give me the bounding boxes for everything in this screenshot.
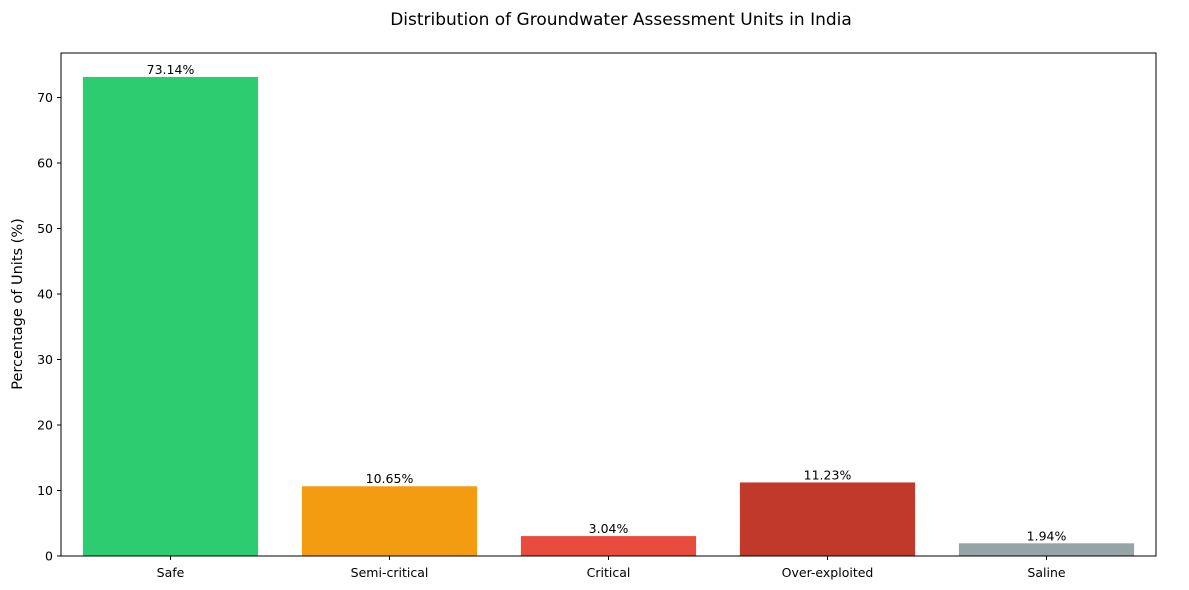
data-label-semi-critical: 10.65% xyxy=(366,471,414,486)
y-axis-ticks: 0 10 20 30 40 50 60 70 xyxy=(37,90,61,564)
y-tick-label: 30 xyxy=(37,352,53,367)
x-tick-label-semi-critical: Semi-critical xyxy=(351,565,429,580)
plot-frame xyxy=(60,52,1157,557)
x-tick-label-over-exploited: Over-exploited xyxy=(782,565,874,580)
x-tick-label-saline: Saline xyxy=(1027,565,1065,580)
bar-semi-critical xyxy=(301,486,478,556)
bar-over-exploited xyxy=(739,482,916,556)
chart-title: Distribution of Groundwater Assessment U… xyxy=(390,10,852,30)
y-tick-label: 40 xyxy=(37,287,53,302)
data-labels: 73.14% 10.65% 3.04% 11.23% 1.94% xyxy=(147,62,1067,543)
y-tick-label: 70 xyxy=(37,90,53,105)
bars xyxy=(82,76,1135,556)
data-label-critical: 3.04% xyxy=(589,521,629,536)
data-label-saline: 1.94% xyxy=(1027,528,1067,543)
bar-critical xyxy=(520,536,697,556)
bar-saline xyxy=(958,543,1135,556)
x-axis-ticks: Safe Semi-critical Critical Over-exploited S… xyxy=(157,556,1066,580)
data-label-safe: 73.14% xyxy=(147,62,195,77)
x-tick-label-critical: Critical xyxy=(587,565,631,580)
bar-safe xyxy=(82,76,259,556)
y-tick-label: 10 xyxy=(37,483,53,498)
y-tick-label: 50 xyxy=(37,221,53,236)
y-tick-label: 0 xyxy=(45,549,53,564)
y-tick-label: 60 xyxy=(37,156,53,171)
x-tick-label-safe: Safe xyxy=(157,565,185,580)
data-label-over-exploited: 11.23% xyxy=(804,467,852,482)
y-tick-label: 20 xyxy=(37,418,53,433)
y-axis-label: Percentage of Units (%) xyxy=(10,218,26,390)
